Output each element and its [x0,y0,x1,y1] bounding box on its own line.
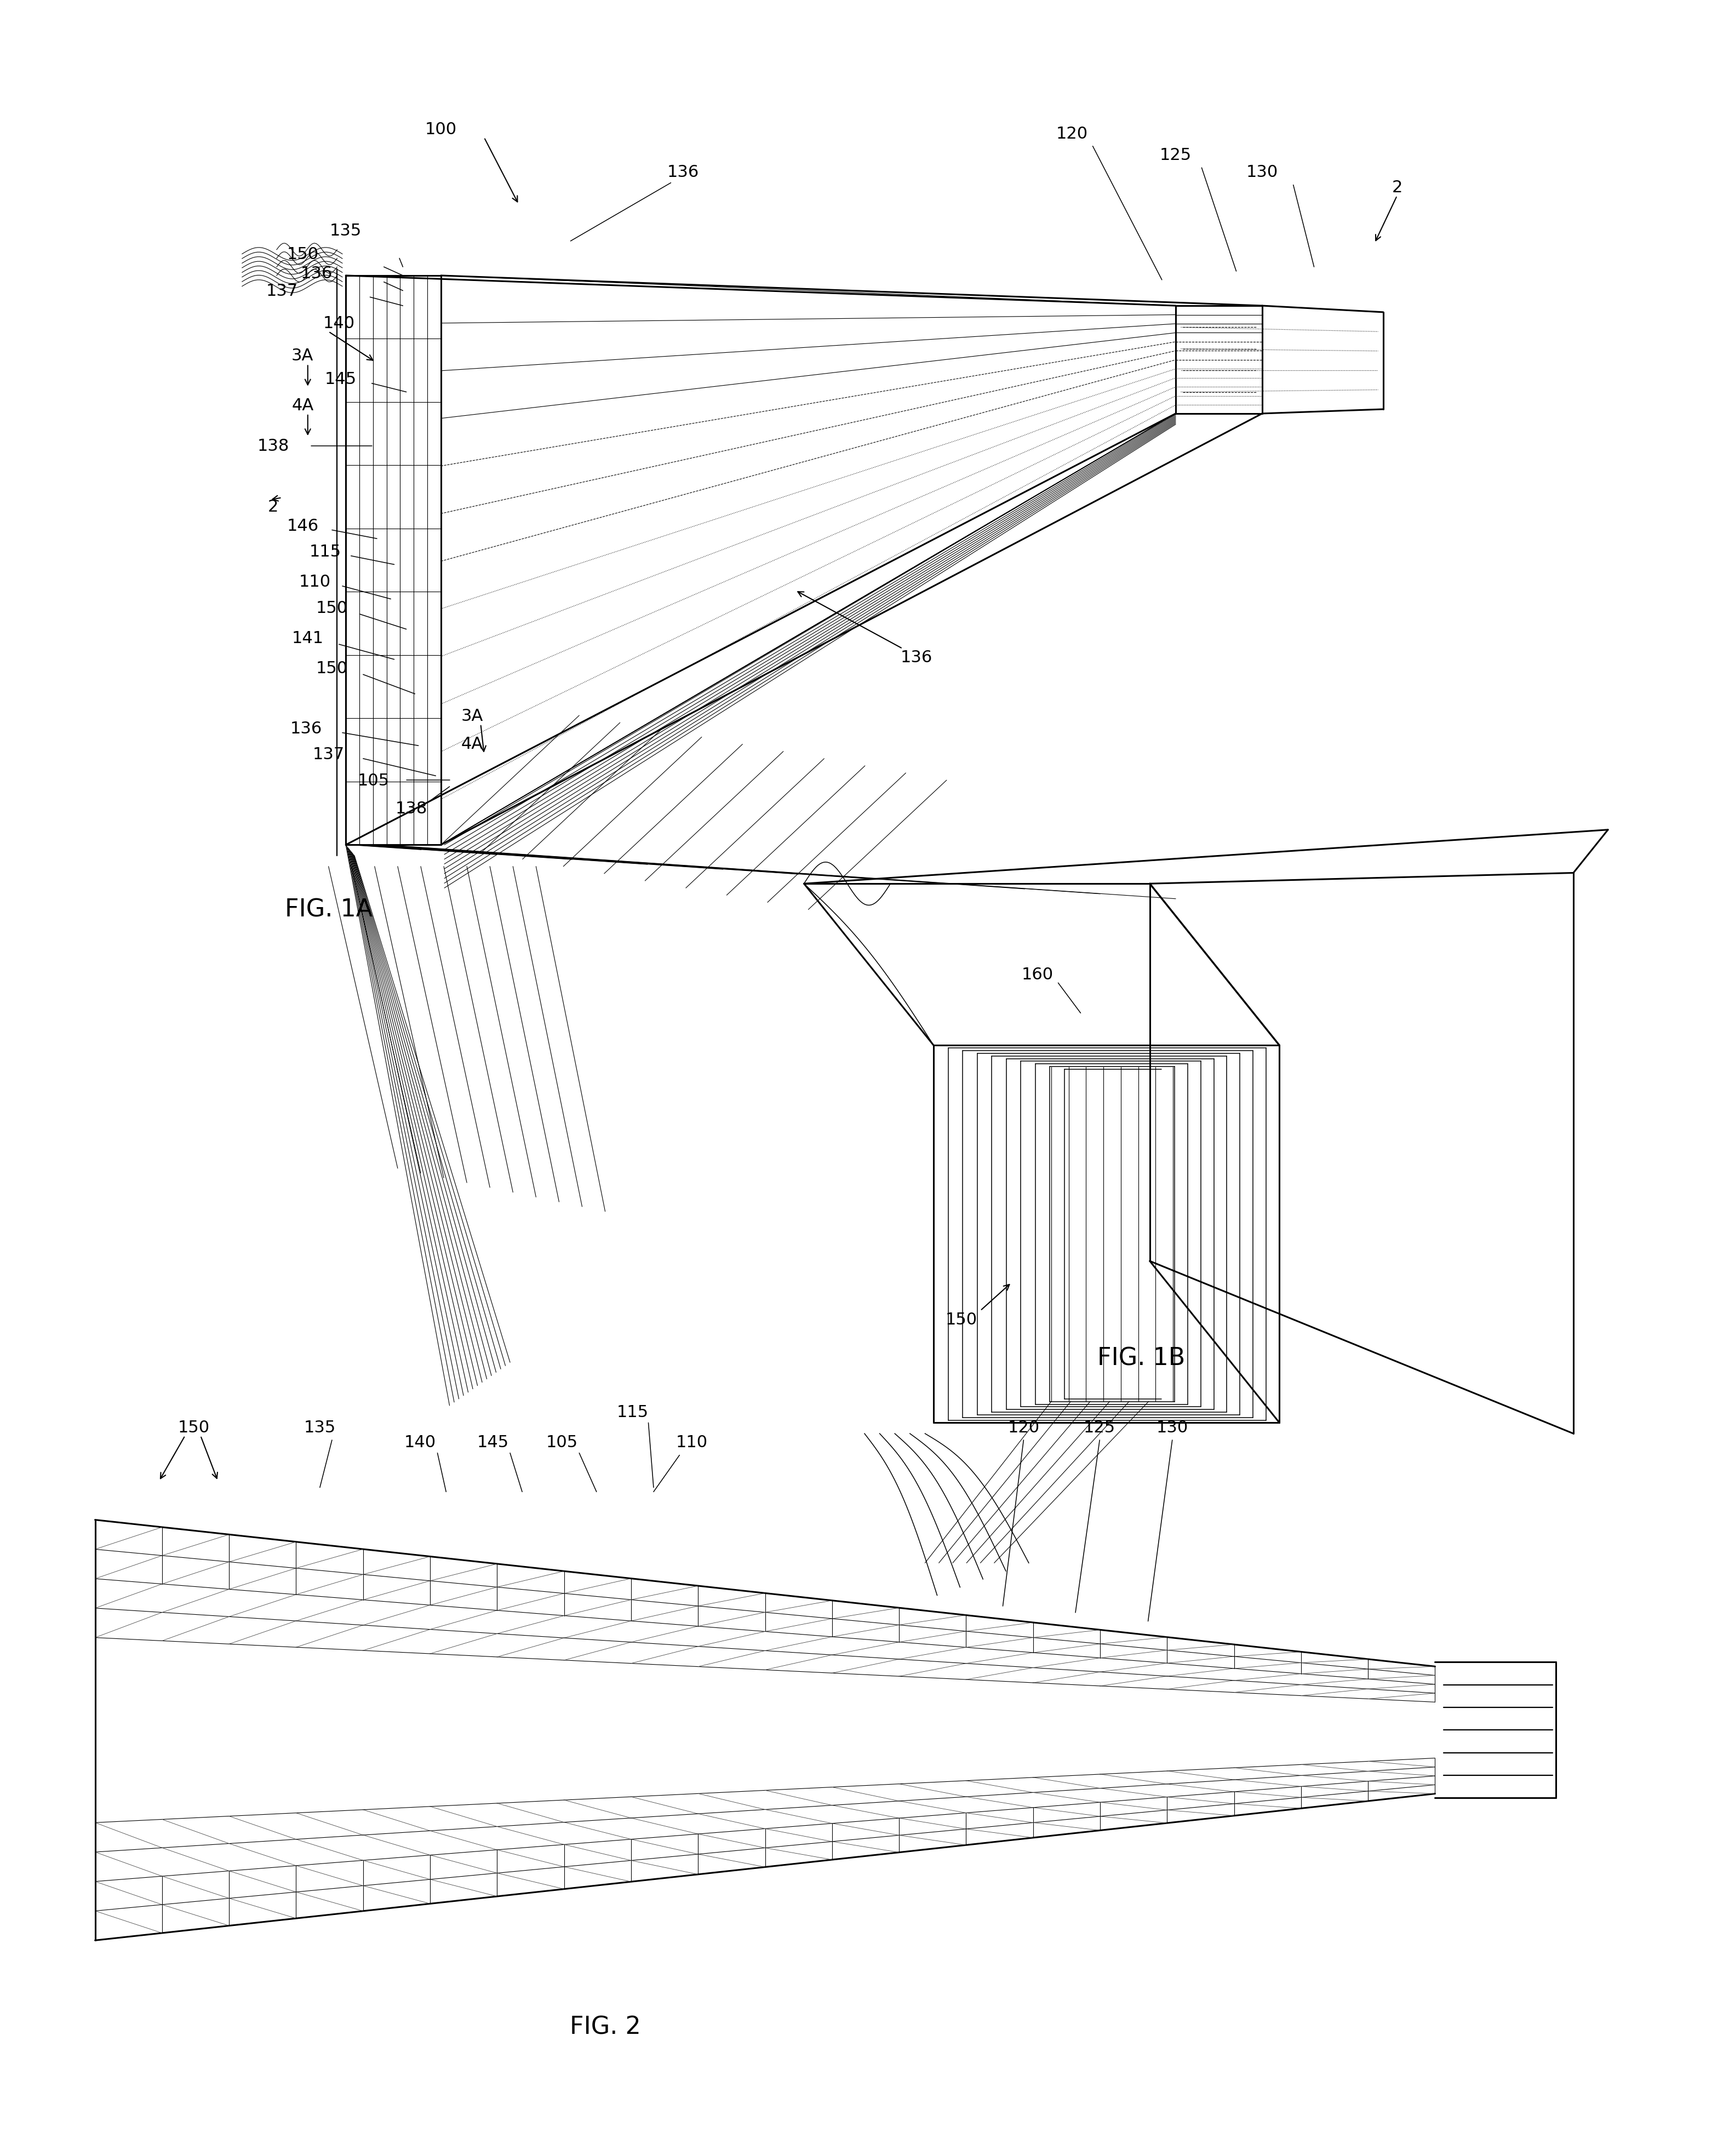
Text: 2: 2 [1392,179,1402,196]
Text: 3A: 3A [292,347,313,364]
Text: FIG. 1A: FIG. 1A [285,899,372,921]
Text: 105: 105 [546,1434,577,1451]
Text: FIG. 1B: FIG. 1B [1098,1348,1184,1369]
Text: 138: 138 [396,800,427,817]
Text: 115: 115 [309,543,341,561]
Text: 150: 150 [287,246,318,263]
Text: 141: 141 [292,630,323,647]
Text: FIG. 2: FIG. 2 [569,2016,641,2037]
Text: 150: 150 [178,1419,209,1436]
Text: 150: 150 [316,660,348,677]
Text: 3A: 3A [462,707,482,724]
Text: 136: 136 [901,649,932,666]
Text: 160: 160 [1022,966,1053,983]
Text: 100: 100 [425,121,456,138]
Text: 105: 105 [358,772,389,789]
Text: 137: 137 [266,282,297,300]
Text: 136: 136 [301,265,332,282]
Text: 120: 120 [1008,1419,1039,1436]
Text: 150: 150 [316,599,348,617]
Text: 138: 138 [258,438,289,455]
Text: 130: 130 [1157,1419,1188,1436]
Text: 110: 110 [299,573,330,591]
Text: 125: 125 [1160,147,1191,164]
Text: 110: 110 [676,1434,707,1451]
Text: 130: 130 [1247,164,1278,181]
Text: 136: 136 [290,720,322,737]
Text: 140: 140 [405,1434,436,1451]
Text: 145: 145 [325,371,356,388]
Text: 125: 125 [1084,1419,1115,1436]
Text: 115: 115 [617,1404,648,1421]
Text: 137: 137 [313,746,344,763]
Text: 140: 140 [323,315,354,332]
Text: 145: 145 [477,1434,508,1451]
Text: 146: 146 [287,517,318,535]
Text: 4A: 4A [462,735,482,752]
Text: 135: 135 [330,222,361,239]
Text: 120: 120 [1056,125,1088,142]
Text: 135: 135 [304,1419,335,1436]
Text: 2: 2 [268,498,278,515]
Text: 4A: 4A [292,397,313,414]
Text: 150: 150 [946,1311,977,1328]
Text: 136: 136 [667,164,699,181]
